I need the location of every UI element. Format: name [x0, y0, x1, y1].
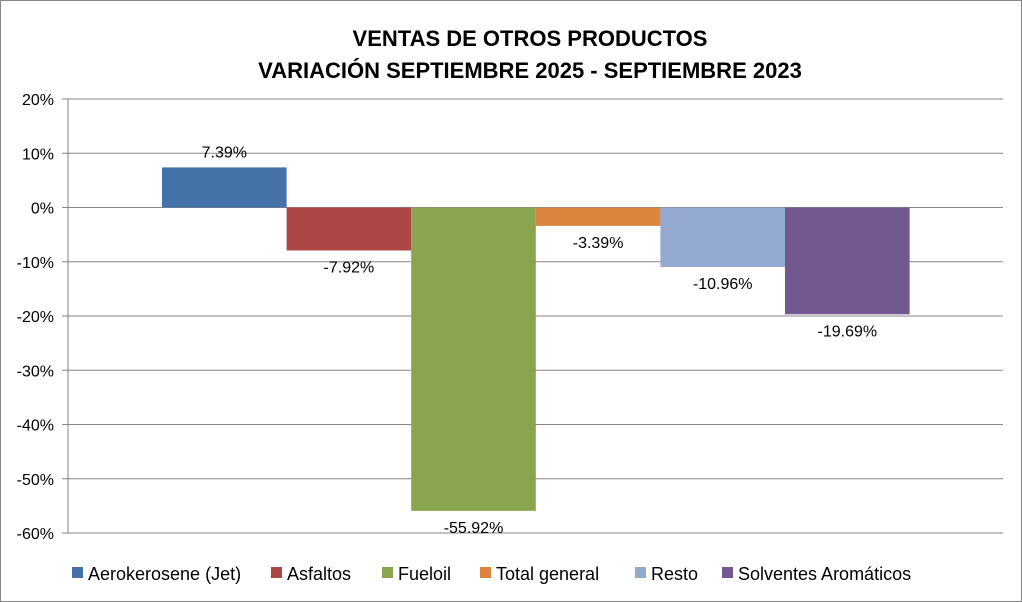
bar-fueloil	[411, 207, 536, 511]
legend-label: Solventes Aromáticos	[738, 564, 911, 584]
bar-solventes-arom-ticos	[785, 207, 910, 315]
y-tick-label: -30%	[17, 363, 54, 380]
data-label: 7.39%	[202, 144, 247, 161]
legend-label: Fueloil	[398, 564, 451, 584]
y-tick-label: -20%	[17, 309, 54, 326]
legend-swatch	[271, 567, 282, 578]
y-tick-label: -50%	[17, 472, 54, 489]
chart-title-line-2: VARIACIÓN SEPTIEMBRE 2025 - SEPTIEMBRE 2…	[258, 58, 802, 83]
y-tick-label: 10%	[22, 146, 54, 163]
legend-swatch	[722, 567, 733, 578]
legend-swatch	[382, 567, 393, 578]
data-label: -19.69%	[818, 323, 878, 340]
legend-label: Total general	[496, 564, 599, 584]
legend-swatch	[635, 567, 646, 578]
legend-swatch	[480, 567, 491, 578]
y-tick-label: -40%	[17, 418, 54, 435]
data-label: -55.92%	[444, 520, 504, 537]
legend-label: Asfaltos	[287, 564, 351, 584]
legend-label: Resto	[651, 564, 698, 584]
y-tick-label: -10%	[17, 255, 54, 272]
data-label: -7.92%	[324, 259, 375, 276]
chart-title-line-1: VENTAS DE OTROS PRODUCTOS	[353, 26, 708, 51]
bar-asfaltos	[286, 207, 412, 251]
bar-total-general	[535, 207, 661, 226]
legend-swatch	[72, 567, 83, 578]
y-tick-label: 20%	[22, 92, 54, 109]
y-tick-label: -60%	[17, 526, 54, 543]
bar-aerokerosene-jet-	[162, 167, 287, 208]
data-label: -3.39%	[573, 235, 624, 252]
y-tick-label: 0%	[31, 201, 54, 218]
bar-resto	[660, 207, 785, 267]
data-label: -10.96%	[693, 276, 753, 293]
legend-label: Aerokerosene (Jet)	[88, 564, 241, 584]
